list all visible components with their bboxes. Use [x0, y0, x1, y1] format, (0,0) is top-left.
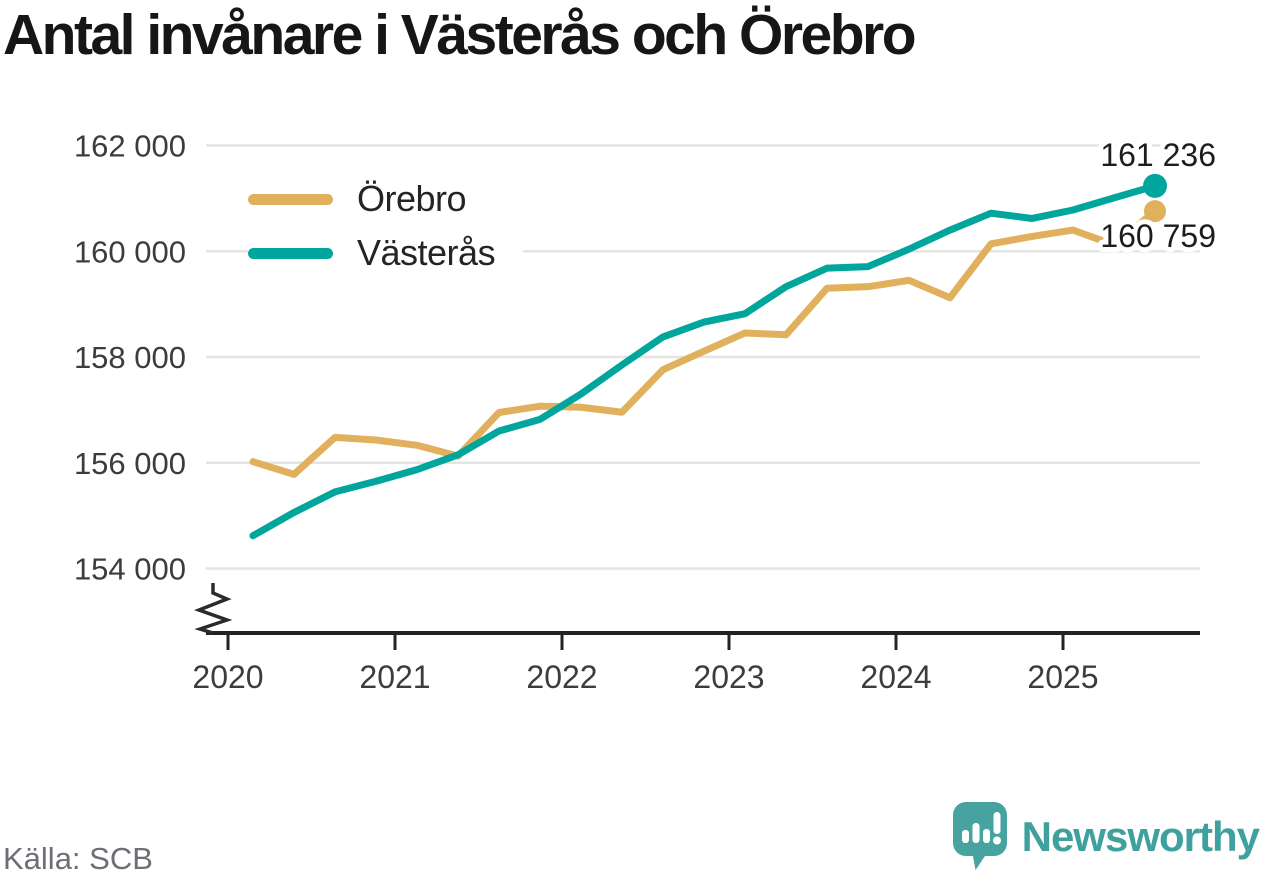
legend-label-vasteras: Västerås [357, 232, 496, 273]
line-vasteras [249, 182, 1159, 540]
y-tick-label: 158 000 [74, 340, 186, 375]
vasteras-line-swatch-icon [248, 247, 333, 259]
vasteras-end-value-label: 161 236 [1100, 137, 1216, 173]
legend-item-orebro: Örebro [248, 172, 495, 226]
orebro-end-dot [1144, 200, 1166, 223]
y-axis-labels: 162 000 160 000 158 000 156 000 154 000 [74, 129, 186, 587]
y-tick-label: 156 000 [74, 446, 186, 481]
axis-break-icon [194, 583, 233, 635]
x-tick-label: 2023 [693, 659, 764, 695]
x-tick-label: 2025 [1027, 659, 1098, 695]
x-axis: 2020 2021 2022 2023 2024 2025 [192, 583, 1200, 695]
newsworthy-branding: Newsworthy [952, 801, 1260, 872]
source-attribution: Källa: SCB [3, 841, 153, 876]
orebro-end-dot-layer [1144, 200, 1166, 223]
page-title: Antal invånare i Västerås och Örebro [3, 3, 917, 67]
vasteras-end-dot [1143, 173, 1167, 198]
legend-item-vasteras: Västerås [248, 226, 496, 280]
y-tick-label: 160 000 [74, 234, 186, 269]
line-orebro [249, 207, 1159, 478]
legend-label-orebro: Örebro [357, 178, 467, 219]
series-lines [249, 182, 1159, 540]
y-tick-label: 154 000 [74, 552, 186, 587]
x-tick-label: 2021 [359, 659, 430, 695]
x-tick-label: 2024 [860, 659, 931, 695]
vasteras-end-dot-layer [1143, 173, 1167, 198]
newsworthy-logo-icon [952, 802, 1007, 870]
end-labels: 161 236 160 759 [1095, 132, 1221, 259]
x-tick-label: 2022 [526, 659, 597, 695]
orebro-line-swatch-icon [248, 193, 333, 205]
newsworthy-wordmark: Newsworthy [1021, 812, 1260, 860]
legend: Örebro Västerås [248, 172, 524, 280]
x-tick-label: 2020 [192, 659, 263, 695]
orebro-end-value-label: 160 759 [1100, 218, 1216, 254]
y-tick-label: 162 000 [74, 129, 186, 164]
